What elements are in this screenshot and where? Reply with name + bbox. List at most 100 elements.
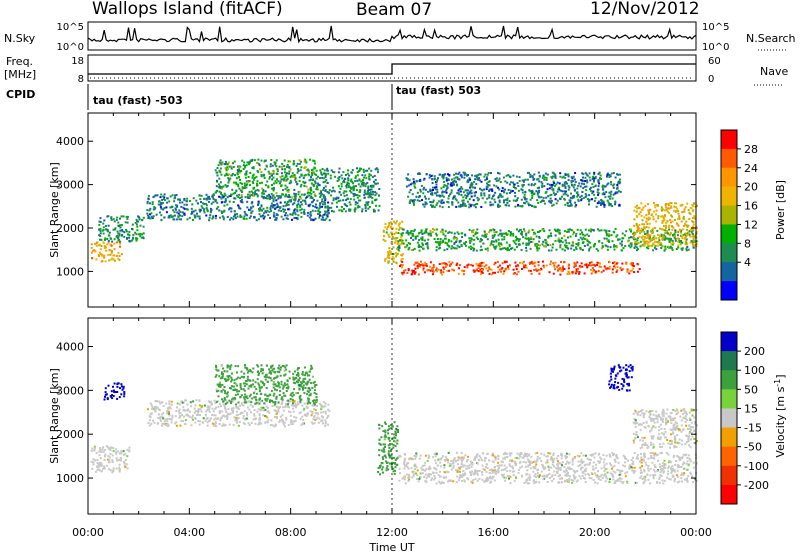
- data-cell: [116, 391, 119, 393]
- data-cell: [306, 195, 309, 198]
- data-cell: [486, 182, 488, 185]
- data-cell: [337, 177, 340, 180]
- data-cell: [497, 266, 499, 269]
- data-cell: [226, 163, 229, 166]
- data-cell: [497, 204, 499, 207]
- data-cell: [282, 210, 285, 213]
- data-cell: [319, 177, 321, 180]
- data-cell: [411, 270, 414, 273]
- data-cell: [586, 198, 589, 200]
- data-cell: [112, 389, 115, 392]
- data-cell: [169, 214, 172, 217]
- data-cell: [303, 167, 306, 169]
- data-cell: [591, 183, 594, 186]
- data-cell: [220, 210, 223, 213]
- data-cell: [159, 206, 162, 209]
- data-cell: [429, 188, 432, 191]
- data-cell: [190, 207, 193, 210]
- data-cell: [314, 194, 317, 197]
- data-cell: [647, 213, 650, 215]
- data-cell: [424, 203, 427, 206]
- data-cell: [94, 459, 96, 462]
- data-cell: [202, 417, 205, 420]
- data-cell: [597, 188, 600, 191]
- data-cell: [546, 173, 549, 176]
- data-cell: [455, 247, 458, 250]
- data-cell: [259, 387, 262, 390]
- data-cell: [517, 203, 520, 206]
- data-cell: [162, 208, 165, 211]
- data-cell: [285, 175, 288, 178]
- data-cell: [241, 188, 244, 190]
- data-cell: [508, 175, 511, 178]
- data-cell: [220, 373, 223, 375]
- data-cell: [225, 163, 227, 166]
- data-cell: [334, 197, 337, 200]
- data-cell: [630, 262, 633, 265]
- data-cell: [101, 448, 104, 451]
- data-cell: [441, 231, 444, 234]
- data-cell: [431, 174, 434, 177]
- data-cell: [178, 408, 181, 411]
- data-cell: [229, 195, 232, 197]
- data-cell: [312, 179, 314, 182]
- data-cell: [294, 178, 297, 181]
- data-cell: [118, 452, 121, 455]
- data-cell: [321, 173, 324, 176]
- data-cell: [226, 196, 229, 199]
- data-cell: [360, 180, 363, 183]
- data-cell: [128, 230, 131, 233]
- data-cell: [442, 201, 445, 204]
- data-cell: [367, 207, 370, 210]
- data-cell: [432, 228, 434, 230]
- data-cell: [128, 236, 131, 239]
- data-cell: [101, 467, 104, 470]
- data-cell: [522, 242, 525, 245]
- data-cell: [577, 244, 580, 247]
- data-cell: [317, 421, 320, 424]
- data-cell: [603, 265, 606, 268]
- data-cell: [295, 376, 298, 379]
- data-cell: [241, 191, 244, 194]
- data-cell: [286, 204, 289, 207]
- data-cell: [689, 235, 692, 238]
- data-cell: [435, 267, 438, 270]
- data-cell: [665, 226, 667, 229]
- data-cell: [423, 186, 426, 189]
- data-cell: [199, 210, 201, 213]
- data-cell: [554, 175, 557, 178]
- data-cell: [220, 416, 223, 419]
- data-cell: [523, 230, 526, 233]
- data-cell: [270, 372, 273, 375]
- data-cell: [674, 206, 677, 208]
- data-cell: [345, 199, 348, 202]
- data-cell: [255, 399, 258, 402]
- data-cell: [220, 201, 223, 204]
- data-cell: [475, 176, 478, 179]
- data-cell: [521, 205, 524, 208]
- data-cell: [433, 175, 436, 178]
- data-cell: [111, 461, 114, 463]
- data-cell: [220, 371, 223, 374]
- data-cell: [222, 400, 225, 403]
- data-cell: [554, 198, 557, 201]
- data-cell: [252, 173, 255, 176]
- data-cell: [425, 231, 428, 234]
- data-cell: [522, 183, 525, 186]
- data-cell: [226, 366, 229, 369]
- data-cell: [655, 237, 658, 240]
- data-cell: [643, 230, 646, 233]
- data-cell: [221, 410, 224, 413]
- data-cell: [647, 226, 650, 229]
- data-cell: [306, 214, 309, 217]
- data-cell: [203, 208, 206, 211]
- data-cell: [446, 269, 449, 272]
- data-cell: [533, 173, 536, 176]
- data-cell: [358, 194, 361, 197]
- data-cell: [120, 450, 123, 453]
- data-cell: [126, 449, 129, 451]
- data-cell: [497, 196, 500, 199]
- data-cell: [246, 183, 249, 186]
- data-cell: [646, 230, 649, 233]
- data-cell: [311, 197, 314, 200]
